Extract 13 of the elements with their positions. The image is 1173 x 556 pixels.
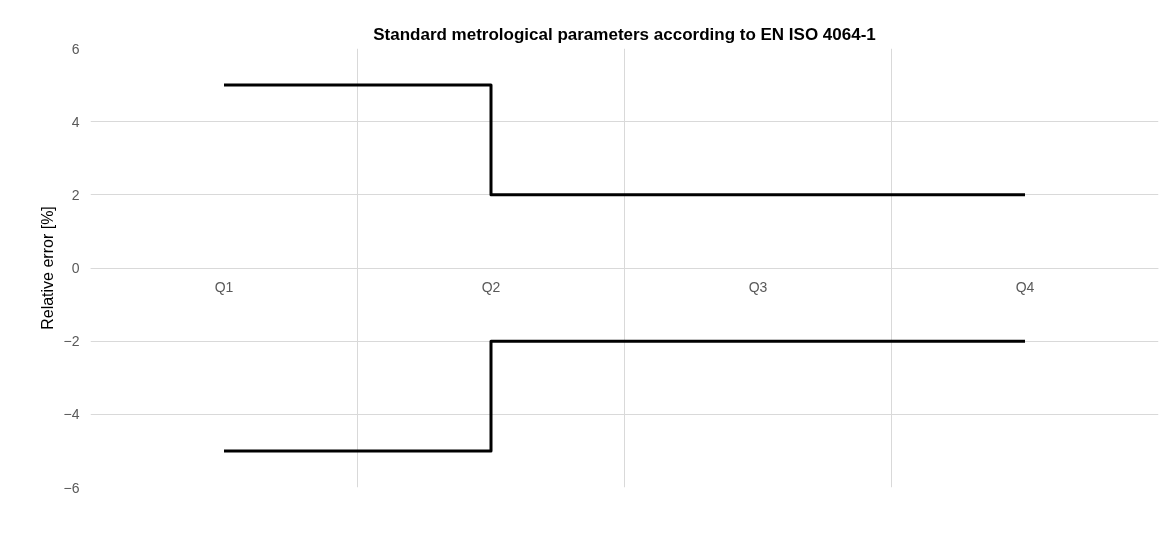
y-tick-label: 0	[71, 260, 80, 276]
x-tick-label: Q1	[214, 279, 234, 295]
chart-title: Standard metrological parameters according to EN ISO 4064-1	[373, 24, 876, 44]
y-tick-label: −4	[63, 406, 80, 423]
y-tick-label: 2	[71, 186, 80, 203]
y-tick-label: −6	[63, 479, 80, 496]
x-tick-label: Q2	[481, 279, 501, 295]
y-tick-label: 6	[71, 40, 80, 57]
x-tick-label: Q3	[748, 279, 768, 295]
y-tick-label: −2	[63, 333, 80, 350]
y-axis-title: Relative error [%]	[38, 206, 56, 330]
x-tick-label: Q4	[1015, 279, 1035, 295]
y-tick-label: 4	[71, 113, 80, 130]
